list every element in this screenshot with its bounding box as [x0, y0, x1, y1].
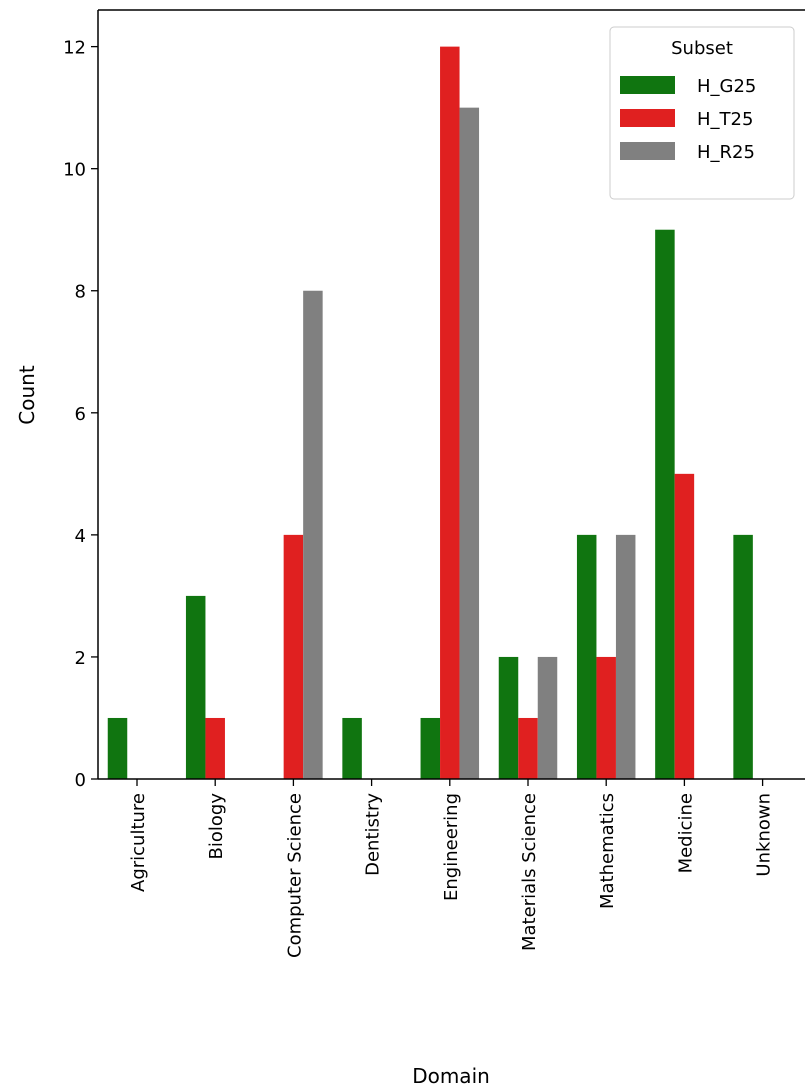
y-tick-label: 6 — [75, 404, 86, 425]
x-tick-label: Dentistry — [363, 793, 384, 876]
legend: Subset H_G25 H_T25 H_R25 — [609, 26, 795, 200]
legend-label: H_G25 — [697, 76, 756, 97]
bar-h-g25-unknown — [733, 534, 753, 779]
y-tick-label: 2 — [75, 648, 86, 669]
legend-swatch — [620, 109, 675, 127]
x-tick-label: Agriculture — [128, 793, 149, 892]
legend-title: Subset — [671, 38, 733, 59]
bar-h-r25-engineering — [459, 107, 480, 779]
x-axis-title: Domain — [412, 1064, 490, 1088]
x-tick-label: Mathematics — [597, 793, 618, 909]
legend-entries: H_G25 H_T25 H_R25 — [620, 76, 756, 163]
y-ticks: 0 2 4 6 8 10 12 — [63, 38, 98, 791]
bar-h-r25-mathematics — [615, 534, 636, 779]
legend-label: H_R25 — [697, 142, 755, 163]
bar-h-t25-engineering — [440, 46, 460, 780]
bar-h-g25-materials-science — [498, 656, 519, 779]
x-tick-label: Computer Science — [284, 793, 305, 958]
x-tick-label: Engineering — [441, 793, 462, 901]
bar-h-r25-computer-science — [303, 290, 323, 779]
x-tick-label: Unknown — [754, 793, 775, 877]
bars-layer — [107, 46, 753, 780]
y-axis-title: Count — [15, 365, 39, 425]
y-tick-label: 4 — [75, 526, 86, 547]
legend-swatch — [620, 76, 675, 94]
bar-h-g25-agriculture — [107, 717, 128, 779]
bar-h-g25-dentistry — [342, 717, 362, 779]
bar-h-t25-computer-science — [283, 534, 304, 779]
x-tick-label: Materials Science — [519, 793, 540, 951]
bar-h-t25-materials-science — [518, 717, 538, 779]
bar-h-g25-biology — [185, 595, 206, 779]
bar-h-r25-materials-science — [537, 656, 558, 779]
bar-h-t25-mathematics — [596, 656, 616, 779]
y-tick-label: 12 — [63, 38, 86, 59]
bar-h-g25-mathematics — [576, 534, 597, 779]
legend-swatch — [620, 142, 675, 160]
x-tick-label: Medicine — [675, 793, 696, 873]
y-tick-label: 8 — [75, 282, 86, 303]
bar-h-g25-medicine — [655, 229, 675, 779]
bar-h-g25-engineering — [420, 717, 441, 779]
x-tick-label: Biology — [206, 793, 227, 860]
legend-label: H_T25 — [697, 109, 753, 130]
y-tick-label: 10 — [63, 160, 86, 181]
y-tick-label: 0 — [75, 770, 86, 791]
bar-h-t25-biology — [205, 717, 225, 779]
bar-h-t25-medicine — [674, 473, 695, 779]
x-ticks: Agriculture Biology Computer Science Dentis… — [128, 779, 775, 958]
